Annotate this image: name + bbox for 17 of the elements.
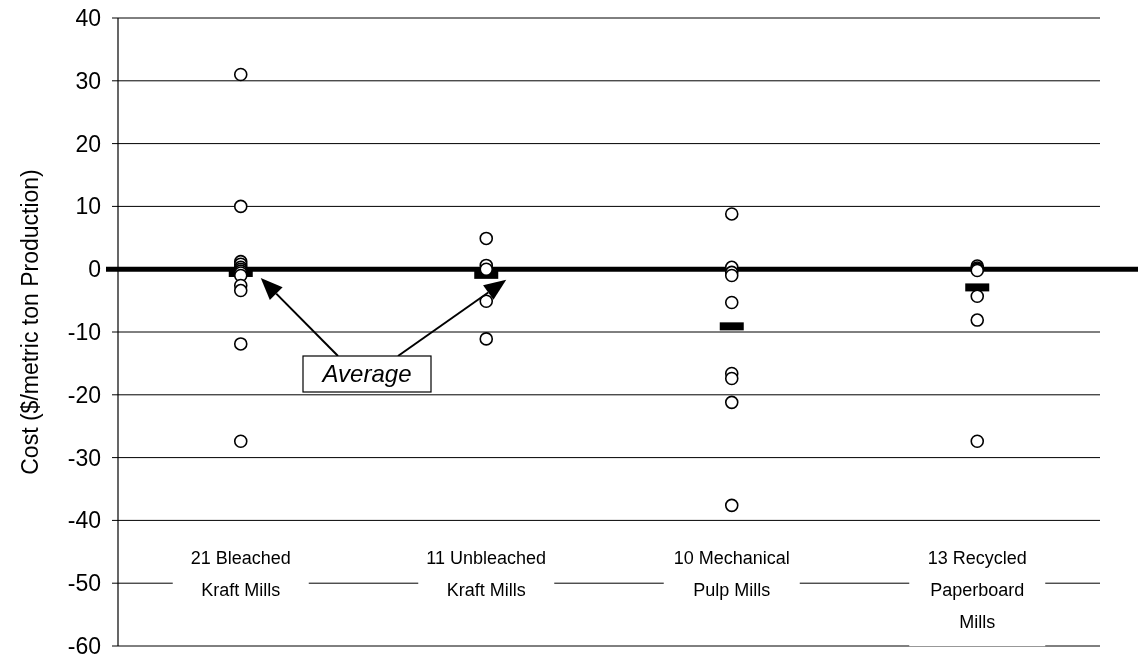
y-tick-label: 30 (75, 67, 101, 94)
y-tick-label: 20 (75, 130, 101, 157)
y-tick-label: -60 (67, 633, 101, 659)
x-tick-label: 10 Mechanical Pulp Mills (673, 548, 790, 601)
y-tick-label: -40 (67, 507, 101, 534)
y-tick-label: 0 (88, 256, 101, 283)
y-tick-label: 40 (75, 5, 101, 31)
text: Average (320, 360, 412, 387)
y-axis-title: Cost ($/metric ton Production) (17, 169, 43, 475)
x-tick-label: 11 Unbleached Kraft Mills (426, 548, 547, 601)
y-tick-label: -10 (67, 319, 101, 345)
x-tick-label: 21 Bleached Kraft Mills (190, 548, 291, 601)
y-tick-label: -50 (67, 570, 101, 597)
y-tick-label: -30 (67, 444, 101, 471)
x-tick-label: 13 Recycled Paperboard Mills (927, 548, 1027, 633)
y-tick-label: -20 (67, 381, 101, 408)
y-tick-label: 10 (75, 193, 101, 220)
